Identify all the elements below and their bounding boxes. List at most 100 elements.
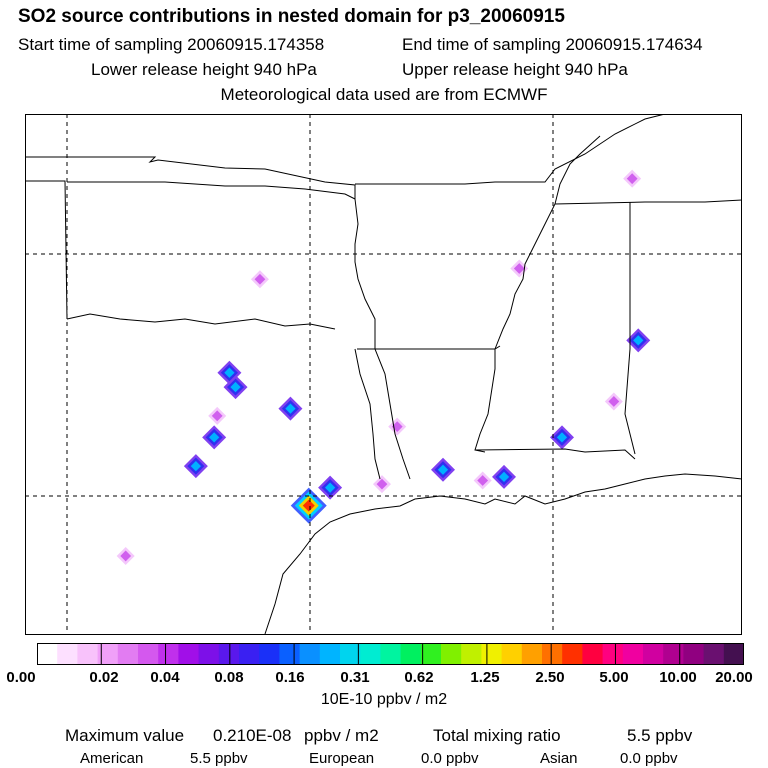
legend-tick-label: 1.25 [470,669,500,686]
legend-swatch [683,643,705,665]
legend-swatch [97,643,119,665]
state-border [25,156,411,480]
legend-units-label: 10E-10 ppbv / m2 [320,691,448,708]
legend-swatch [663,643,684,665]
legend-swatch [643,643,664,665]
plume-cell [209,432,220,443]
legend-swatch [400,643,422,665]
european-label: European [309,750,375,767]
state-border [67,181,356,200]
legend-swatch [239,643,260,665]
legend-swatch [582,643,604,665]
legend-swatch [703,643,725,665]
plume-cell [608,396,620,407]
legend-swatch [158,643,179,665]
lower-release-height-label: Lower release height 940 hPa [91,60,317,79]
state-border [554,199,742,205]
legend-swatch [602,643,624,665]
legend-tick-label: 0.31 [340,669,370,686]
legend-swatch [279,643,301,665]
plume-cell [224,367,235,378]
legend-tick-label: 0.04 [150,669,180,686]
legend-tick-label: 0.00 [6,669,36,686]
max-value: 0.210E-08 [213,726,292,745]
legend-swatch [299,643,321,665]
plume-cell [513,263,525,274]
legend-swatch [501,643,523,665]
legend-swatch [461,643,482,665]
legend-swatch [57,643,78,665]
plume-layer [116,169,651,565]
plume-cell [556,432,568,443]
plume-cell [437,464,449,475]
legend-swatch [622,643,644,665]
plume-cell [498,471,510,483]
asian-label: Asian [540,750,578,767]
legend-colorbar [37,643,744,665]
legend-tick-label: 2.50 [535,669,565,686]
state-border [355,114,666,185]
state-border [474,448,636,460]
state-border [494,135,601,350]
plume-cell [190,460,202,472]
map-title: SO2 source contributions in nested domai… [18,6,565,27]
max-value-units: ppbv / m2 [304,726,379,745]
plume-cell [211,410,223,422]
end-time-label: End time of sampling 20060915.174634 [402,35,703,54]
plume-cell [230,381,241,393]
plume-cell [302,499,315,512]
legend-swatch [360,643,381,665]
legend-swatch [441,643,462,665]
legend-swatch [138,643,159,665]
legend-swatch [198,643,220,665]
plume-cell [285,403,296,414]
legend-swatch [420,643,442,665]
map-frame [25,114,742,635]
legend-swatch [259,643,280,665]
legend-swatch [178,643,200,665]
concentration-map [25,114,742,635]
legend-swatch [77,643,99,665]
plume-cell [324,482,336,493]
lat-lon-grid [25,114,742,635]
meteorological-source-label: Meteorological data used are from ECMWF [220,85,548,104]
state-border [25,180,68,320]
legend-swatch [117,643,139,665]
legend-tick-label: 0.62 [404,669,434,686]
legend-swatch [481,643,503,665]
legend-tick-label: 10.00 [659,669,697,686]
legend-swatch [723,643,744,665]
legend-swatch [542,643,563,665]
legend-tick-label: 5.00 [599,669,629,686]
total-mixing-ratio-label: Total mixing ratio [433,726,561,745]
legend-swatch [37,643,58,665]
legend-swatch [521,643,543,665]
state-border [354,348,381,480]
legend-tick-label: 0.02 [89,669,119,686]
coastline [264,473,742,635]
legend-swatch [319,643,341,665]
plume-cell [477,475,489,486]
asian-value: 0.0 ppbv [620,750,678,767]
max-value-label: Maximum value [65,726,185,745]
legend-tick-label: 0.16 [275,669,305,686]
plume-cell [633,335,644,346]
total-mixing-ratio-value: 5.5 ppbv [627,726,693,745]
start-time-label: Start time of sampling 20060915.174358 [18,35,325,54]
legend-swatch [218,643,240,665]
state-border [66,313,336,330]
legend-tick-label: 0.08 [214,669,244,686]
american-value: 5.5 ppbv [190,750,248,767]
upper-release-height-label: Upper release height 940 hPa [402,60,628,79]
plume-cell [254,273,266,285]
american-label: American [80,750,144,767]
state-border [474,349,496,453]
legend-swatch [380,643,402,665]
plume-cell [376,478,388,490]
legend-tick-label: 20.00 [715,669,753,686]
legend-swatch [562,643,583,665]
state-border [624,202,636,455]
legend-swatch [340,643,361,665]
european-value: 0.0 ppbv [421,750,479,767]
boundaries [25,114,742,635]
